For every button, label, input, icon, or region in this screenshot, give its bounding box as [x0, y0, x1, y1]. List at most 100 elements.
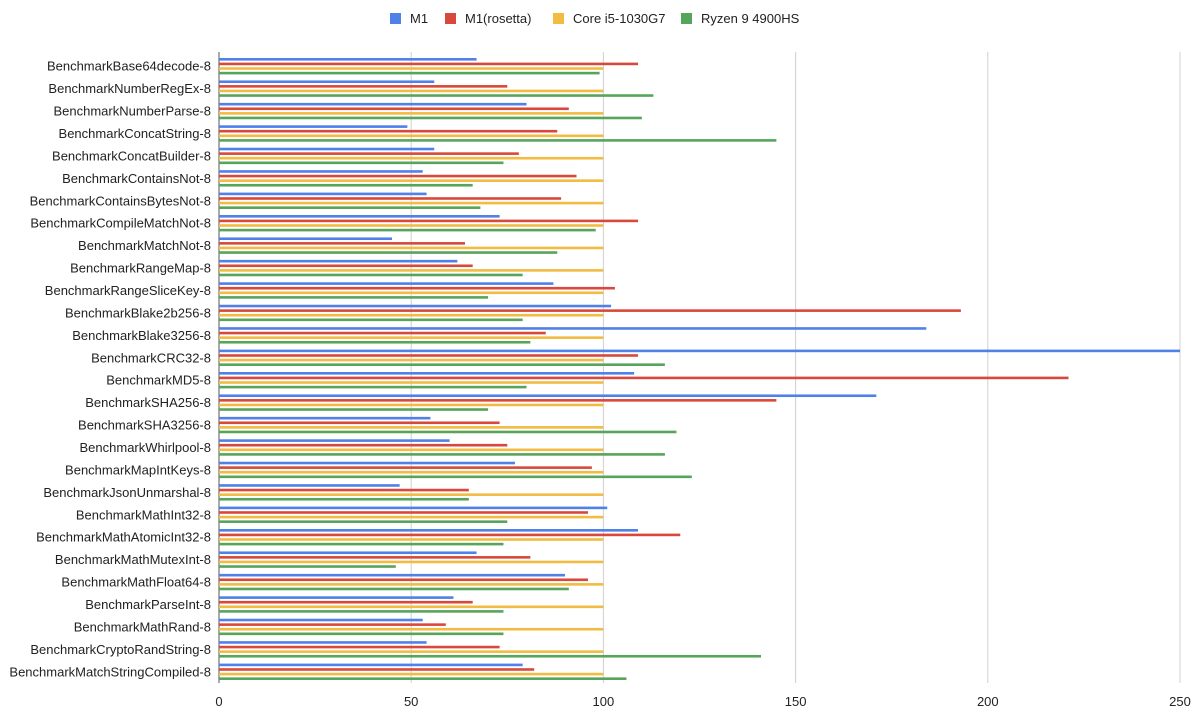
x-tick-label-0: 0 [215, 694, 222, 709]
bar-m1-benchmarkcontainsnot-8 [219, 170, 423, 173]
category-label-benchmarksha3256-8: BenchmarkSHA3256-8 [78, 418, 211, 433]
category-label-benchmarknumberregex-8: BenchmarkNumberRegEx-8 [48, 81, 211, 96]
bar-core-i5-1030g7-benchmarkcontainsnot-8 [219, 179, 604, 182]
bar-m1-rosetta-benchmarkmathfloat64-8 [219, 578, 589, 582]
bar-ryzen-9-4900hs-benchmarkconcatstring-8 [219, 139, 777, 142]
x-tick-label-50: 50 [404, 694, 418, 709]
category-label-benchmarkmathatomicint32-8: BenchmarkMathAtomicInt32-8 [36, 530, 211, 545]
bar-m1-benchmarkcontainsbytesnot-8 [219, 192, 427, 196]
value-axis-tick-labels: 0 50 100 150 200 250 [215, 694, 1190, 709]
bar-ryzen-9-4900hs-benchmarkrangeslicekey-8 [219, 296, 489, 299]
category-label-benchmarkmathrand-8: BenchmarkMathRand-8 [74, 619, 211, 634]
category-label-benchmarkcontainsbytesnot-8: BenchmarkContainsBytesNot-8 [30, 193, 211, 208]
bar-ryzen-9-4900hs-benchmarkbase64decode-8 [219, 71, 600, 75]
bar-m1-benchmarkrangeslicekey-8 [219, 282, 554, 285]
bar-core-i5-1030g7-benchmarkcrc32-8 [219, 358, 604, 362]
bar-m1-benchmarkrangemap-8 [219, 259, 458, 263]
bar-core-i5-1030g7-benchmarkmathatomicint32-8 [219, 538, 604, 541]
bar-core-i5-1030g7-benchmarkmathint32-8 [219, 515, 604, 519]
bar-m1-rosetta-benchmarkcrc32-8 [219, 354, 638, 357]
bar-core-i5-1030g7-benchmarkmathrand-8 [219, 627, 604, 631]
bar-m1-rosetta-benchmarknumberregex-8 [219, 85, 508, 88]
bar-m1-rosetta-benchmarkwhirlpool-8 [219, 443, 508, 447]
bar-ryzen-9-4900hs-benchmarkmatchnot-8 [219, 251, 558, 254]
category-label-benchmarkrangemap-8: BenchmarkRangeMap-8 [70, 261, 211, 276]
bar-ryzen-9-4900hs-benchmarkcompilematchnot-8 [219, 228, 596, 232]
bar-m1-benchmarksha3256-8 [219, 416, 431, 420]
bar-m1-rosetta-benchmarkcryptorandstring-8 [219, 645, 500, 649]
bar-m1-benchmarkmathmutexint-8 [219, 551, 477, 555]
bar-m1-rosetta-benchmarksha3256-8 [219, 421, 500, 425]
x-tick-label-200: 200 [977, 694, 999, 709]
category-label-benchmarkblake3256-8: BenchmarkBlake3256-8 [72, 328, 211, 343]
bar-m1-rosetta-benchmarkparseint-8 [219, 600, 473, 604]
category-label-benchmarksha256-8: BenchmarkSHA256-8 [85, 395, 211, 410]
bar-m1-benchmarkblake2b256-8 [219, 304, 612, 308]
bar-m1-benchmarkmathint32-8 [219, 506, 608, 510]
bar-core-i5-1030g7-benchmarkjsonunmarshal-8 [219, 493, 604, 496]
category-label-benchmarkmathmutexint-8: BenchmarkMathMutexInt-8 [55, 552, 211, 567]
bar-m1-benchmarkcryptorandstring-8 [219, 641, 427, 644]
bar-m1-rosetta-benchmarkblake2b256-8 [219, 309, 961, 312]
category-label-benchmarkmd5-8: BenchmarkMD5-8 [106, 373, 211, 388]
category-label-benchmarkwhirlpool-8: BenchmarkWhirlpool-8 [80, 440, 212, 455]
bar-core-i5-1030g7-benchmarkcompilematchnot-8 [219, 224, 604, 227]
bar-m1-rosetta-benchmarkblake3256-8 [219, 331, 546, 335]
bar-core-i5-1030g7-benchmarkwhirlpool-8 [219, 448, 604, 452]
bar-ryzen-9-4900hs-benchmarkcontainsnot-8 [219, 183, 473, 187]
bar-core-i5-1030g7-benchmarkmatchnot-8 [219, 246, 604, 250]
legend-label-ryzen-9-4900hs: Ryzen 9 4900HS [701, 11, 800, 26]
bar-m1-rosetta-benchmarkbase64decode-8 [219, 62, 638, 66]
category-label-benchmarkbase64decode-8: BenchmarkBase64decode-8 [47, 59, 211, 74]
chart-legend: M1 M1(rosetta) Core i5-1030G7 Ryzen 9 4900H… [390, 11, 800, 26]
bar-ryzen-9-4900hs-benchmarkmathrand-8 [219, 632, 504, 636]
bar-m1-benchmarkparseint-8 [219, 596, 454, 599]
bar-m1-rosetta-benchmarkconcatstring-8 [219, 129, 558, 133]
category-label-benchmarkmapintkeys-8: BenchmarkMapIntKeys-8 [65, 462, 211, 477]
category-label-benchmarkparseint-8: BenchmarkParseInt-8 [85, 597, 211, 612]
bar-core-i5-1030g7-benchmarksha3256-8 [219, 426, 604, 429]
bar-m1-benchmarksha256-8 [219, 394, 877, 398]
bar-m1-benchmarkjsonunmarshal-8 [219, 484, 400, 487]
bar-m1-rosetta-benchmarkmathrand-8 [219, 623, 446, 626]
bar-m1-rosetta-benchmarkcompilematchnot-8 [219, 219, 638, 223]
category-label-benchmarkblake2b256-8: BenchmarkBlake2b256-8 [65, 305, 211, 320]
bar-core-i5-1030g7-benchmarkparseint-8 [219, 605, 604, 609]
bar-m1-benchmarkmapintkeys-8 [219, 461, 515, 465]
category-label-benchmarkmatchnot-8: BenchmarkMatchNot-8 [78, 238, 211, 253]
legend-swatch-core-i5-1030g7 [553, 13, 564, 24]
bar-m1-rosetta-benchmarkrangemap-8 [219, 264, 473, 268]
bar-m1-rosetta-benchmarkmathmutexint-8 [219, 556, 531, 559]
bar-m1-benchmarkconcatbuilder-8 [219, 147, 435, 151]
category-label-benchmarkcryptorandstring-8: BenchmarkCryptoRandString-8 [30, 642, 211, 657]
bar-m1-benchmarkcrc32-8 [219, 349, 1180, 353]
bar-core-i5-1030g7-benchmarkmd5-8 [219, 381, 604, 384]
legend-label-m1-rosetta: M1(rosetta) [465, 11, 531, 26]
legend-swatch-m1 [390, 13, 401, 24]
bar-m1-rosetta-benchmarkconcatbuilder-8 [219, 152, 519, 155]
bar-m1-benchmarknumberregex-8 [219, 80, 435, 84]
bar-ryzen-9-4900hs-benchmarkblake2b256-8 [219, 318, 523, 322]
bar-m1-benchmarkmathatomicint32-8 [219, 529, 638, 532]
category-label-benchmarknumberparse-8: BenchmarkNumberParse-8 [53, 104, 211, 119]
bar-ryzen-9-4900hs-benchmarkcrc32-8 [219, 363, 665, 366]
bar-core-i5-1030g7-benchmarkcryptorandstring-8 [219, 650, 604, 653]
bar-core-i5-1030g7-benchmarkconcatstring-8 [219, 134, 604, 138]
bar-m1-benchmarknumberparse-8 [219, 102, 527, 106]
bar-m1-rosetta-benchmarkcontainsnot-8 [219, 174, 577, 178]
bar-m1-rosetta-benchmarkmatchnot-8 [219, 242, 466, 245]
bar-m1-rosetta-benchmarkmd5-8 [219, 376, 1069, 380]
legend-swatch-m1-rosetta [445, 13, 456, 24]
x-tick-label-100: 100 [593, 694, 615, 709]
bar-m1-rosetta-benchmarkmathatomicint32-8 [219, 533, 681, 537]
category-label-benchmarkcrc32-8: BenchmarkCRC32-8 [91, 350, 211, 365]
category-label-benchmarkcontainsnot-8: BenchmarkContainsNot-8 [62, 171, 211, 186]
bar-ryzen-9-4900hs-benchmarkcryptorandstring-8 [219, 654, 761, 658]
bar-ryzen-9-4900hs-benchmarkmathatomicint32-8 [219, 542, 504, 546]
bar-m1-rosetta-benchmarkrangeslicekey-8 [219, 286, 615, 290]
category-label-benchmarkmatchstringcompiled-8: BenchmarkMatchStringCompiled-8 [9, 664, 211, 679]
category-label-benchmarkcompilematchnot-8: BenchmarkCompileMatchNot-8 [30, 216, 211, 231]
bar-ryzen-9-4900hs-benchmarkmatchstringcompiled-8 [219, 677, 627, 680]
bar-m1-rosetta-benchmarknumberparse-8 [219, 107, 569, 111]
